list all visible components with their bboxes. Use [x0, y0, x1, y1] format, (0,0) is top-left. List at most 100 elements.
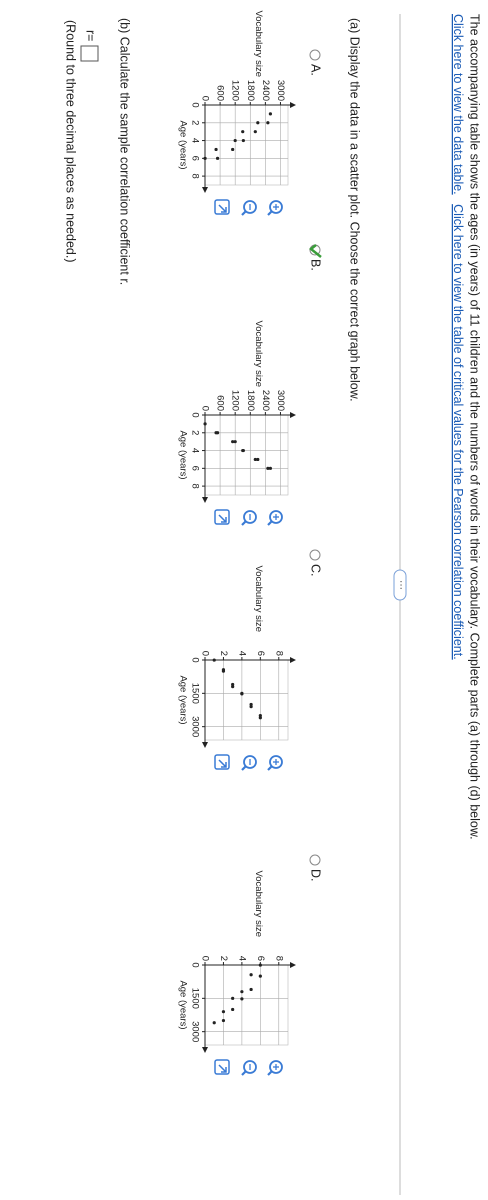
open-icon-arrow: [218, 1064, 227, 1073]
answer-box[interactable]: [80, 45, 99, 62]
option-label: D.: [309, 869, 323, 882]
y-tick-label: 600: [215, 395, 226, 411]
y-axis-label: Vocabulary size: [253, 10, 264, 77]
zoom-handle: [267, 520, 273, 526]
y-axis-label: Vocabulary size: [253, 870, 264, 937]
data-point: [231, 147, 235, 152]
data-point: [214, 147, 218, 152]
option-label: B.: [309, 259, 323, 271]
y-tick-label: 1800: [245, 80, 256, 101]
y-axis-arrow: [290, 657, 296, 663]
radio-button[interactable]: [309, 49, 321, 61]
plot-area: [204, 414, 289, 496]
data-point: [256, 457, 260, 462]
check-mark: [308, 244, 322, 258]
critical-values-link[interactable]: Click here to view the table of critical…: [451, 204, 465, 660]
data-point: [249, 705, 253, 709]
zoom-handle: [241, 210, 247, 216]
x-tick-label: 0: [189, 962, 200, 967]
zoom-handle: [241, 520, 247, 526]
x-tick-label: 1500: [189, 988, 200, 1009]
y-tick-label: 6: [255, 956, 266, 961]
data-point: [240, 692, 244, 696]
y-tick-label: 2400: [260, 390, 271, 411]
zoom-handle: [267, 765, 273, 771]
x-tick-label: 8: [189, 173, 200, 178]
y-tick-label: 0: [199, 96, 210, 101]
data-point: [258, 716, 262, 720]
plot-area: [204, 659, 289, 741]
data-point: [233, 440, 237, 444]
y-tick-label: 4: [236, 651, 247, 656]
x-tick-label: 4: [189, 448, 200, 453]
part-a-prompt: (a) Display the data in a scatter plot. …: [348, 18, 362, 402]
y-tick-label: 0: [199, 406, 210, 411]
data-point: [249, 702, 253, 707]
data-point: [231, 1007, 235, 1012]
data-point: [258, 974, 262, 978]
y-tick-label: 0: [199, 956, 210, 961]
data-point: [212, 658, 216, 662]
x-axis-arrow: [202, 742, 208, 748]
data-point: [268, 112, 272, 116]
data-point: [241, 130, 245, 134]
note: (Round to three decimal places as needed…: [64, 20, 78, 263]
y-tick-label: 4: [236, 956, 247, 961]
answer-label: r=: [84, 30, 98, 41]
data-point: [249, 973, 253, 977]
x-axis-arrow: [202, 187, 208, 193]
x-tick-label: 3000: [189, 716, 200, 737]
zoom-handle: [267, 1070, 273, 1076]
data-point: [253, 130, 257, 134]
data-point: [258, 963, 262, 967]
expand-dots: ···: [395, 580, 406, 590]
data-link[interactable]: Click here to view the data table.: [451, 14, 465, 195]
x-tick-label: 8: [189, 483, 200, 488]
data-point: [212, 1021, 216, 1025]
expand-button[interactable]: [393, 569, 407, 601]
x-axis-arrow: [202, 1047, 208, 1053]
x-tick-label: 0: [189, 102, 200, 107]
data-point: [258, 713, 262, 718]
y-axis-arrow: [290, 962, 296, 968]
y-tick-label: 0: [199, 651, 210, 656]
x-tick-label: 0: [189, 412, 200, 417]
radio-button[interactable]: [309, 549, 321, 561]
data-point: [231, 440, 235, 444]
y-axis-arrow: [290, 102, 296, 108]
y-tick-label: 3000: [275, 390, 286, 411]
y-tick-label: 2400: [260, 80, 271, 101]
data-point: [231, 682, 235, 687]
y-tick-label: 1200: [230, 80, 241, 101]
x-tick-label: 1500: [189, 683, 200, 704]
y-tick-label: 2: [218, 651, 229, 656]
data-point: [221, 669, 226, 673]
data-point: [215, 431, 220, 435]
radio-button[interactable]: [309, 854, 321, 866]
y-tick-label: 8: [273, 651, 284, 656]
data-point: [233, 138, 237, 143]
x-tick-label: 2: [189, 120, 200, 125]
x-tick-label: 4: [189, 138, 200, 143]
option-label: A.: [309, 64, 323, 76]
part-b-prompt: (b) Calculate the sample correlation coe…: [118, 18, 132, 285]
open-icon-arrow: [218, 759, 227, 768]
y-axis-label: Vocabulary size: [253, 565, 264, 632]
option-label: C.: [309, 564, 323, 577]
data-point: [203, 156, 207, 160]
y-tick-label: 3000: [275, 80, 286, 101]
y-axis-label: Vocabulary size: [253, 320, 264, 387]
data-point: [266, 121, 270, 125]
x-tick-label: 3000: [189, 1021, 200, 1042]
y-tick-label: 8: [273, 956, 284, 961]
links: Click here to view the data table. Click…: [451, 14, 465, 660]
plot-area: [204, 964, 289, 1046]
data-point: [231, 685, 235, 689]
intro: The accompanying table shows the ages (i…: [468, 14, 482, 840]
x-tick-label: 6: [189, 466, 200, 471]
data-point: [240, 997, 244, 1001]
